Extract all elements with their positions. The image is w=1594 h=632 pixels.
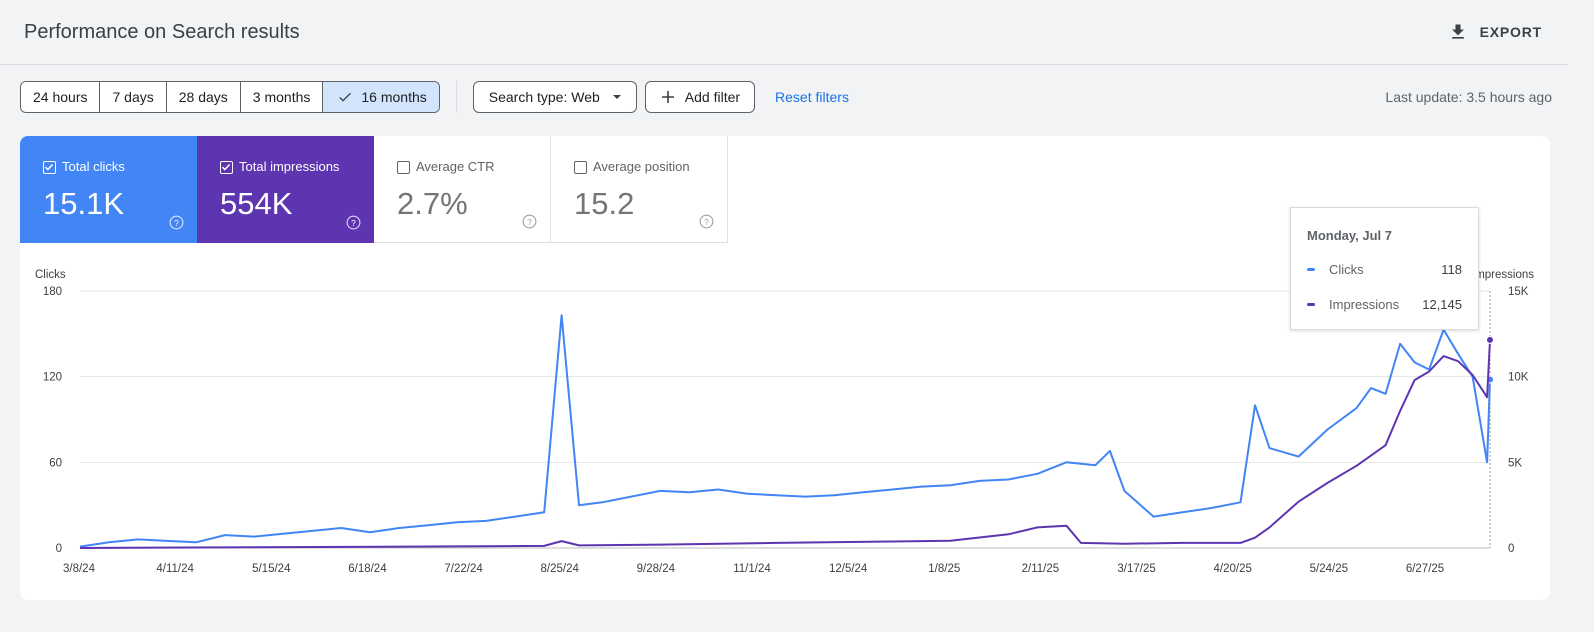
download-icon <box>1451 24 1464 39</box>
y-axis-label-right: Impressions <box>1472 269 1534 281</box>
range-16-months[interactable]: 16 months <box>323 82 439 112</box>
checkbox-checked-icon[interactable] <box>220 161 233 174</box>
check-icon <box>339 92 352 102</box>
chevron-down-icon <box>612 95 621 99</box>
series-point-impressions <box>1486 335 1494 344</box>
x-tick-label: 9/28/24 <box>637 563 676 575</box>
range-label: 24 hours <box>33 89 88 105</box>
series-swatch <box>1307 268 1315 271</box>
checkbox-unchecked-icon[interactable] <box>397 161 410 174</box>
add-filter-button[interactable]: Add filter <box>644 81 756 113</box>
metric-average-ctr[interactable]: Average CTR 2.7% ? <box>374 136 551 243</box>
range-3-months[interactable]: 3 months <box>240 82 324 112</box>
y-tick-right: 5K <box>1508 457 1522 469</box>
y-tick-left: 180 <box>43 286 62 298</box>
metric-value: 554K <box>220 186 293 221</box>
x-tick-label: 1/8/25 <box>928 563 960 575</box>
range-label: 28 days <box>178 89 228 105</box>
tooltip-value: 12,145 <box>1422 297 1462 312</box>
range-7-days[interactable]: 7 days <box>100 82 167 112</box>
metric-total-clicks[interactable]: Total clicks 15.1K ? <box>20 136 197 243</box>
help-icon[interactable]: ? <box>346 215 361 230</box>
metric-value: 2.7% <box>397 186 468 221</box>
search-type-dropdown[interactable]: Search type: Web <box>472 81 637 113</box>
svg-text:?: ? <box>704 217 709 227</box>
metric-value: 15.1K <box>43 186 125 221</box>
help-icon[interactable]: ? <box>169 215 184 230</box>
x-tick-label: 6/18/24 <box>348 563 387 575</box>
export-button[interactable]: EXPORT <box>1448 22 1542 42</box>
x-tick-label: 7/22/24 <box>444 563 483 575</box>
x-tick-label: 4/20/25 <box>1214 563 1252 575</box>
metric-value: 15.2 <box>574 186 635 221</box>
svg-text:?: ? <box>527 217 532 227</box>
tooltip-label: Impressions <box>1329 297 1400 312</box>
range-28-days[interactable]: 28 days <box>166 82 241 112</box>
y-tick-left: 120 <box>43 372 62 384</box>
x-tick-label: 5/15/24 <box>252 563 291 575</box>
chart-tooltip: Monday, Jul 7 Clicks 118 Impressions 12,… <box>1290 207 1479 330</box>
help-icon[interactable]: ? <box>699 214 714 229</box>
tooltip-date: Monday, Jul 7 <box>1307 228 1392 243</box>
checkbox-unchecked-icon[interactable] <box>574 161 587 174</box>
x-tick-label: 3/8/24 <box>63 563 96 575</box>
help-icon[interactable]: ? <box>522 214 537 229</box>
x-tick-label: 8/25/24 <box>541 563 580 575</box>
metric-label: Average CTR <box>416 159 495 174</box>
x-tick-label: 12/5/24 <box>829 563 868 575</box>
metric-average-position[interactable]: Average position 15.2 ? <box>551 136 728 243</box>
range-24-hours[interactable]: 24 hours <box>21 82 101 112</box>
svg-text:?: ? <box>174 218 179 228</box>
tooltip-value: 118 <box>1441 262 1462 277</box>
metric-total-impressions[interactable]: Total impressions 554K ? <box>197 136 374 243</box>
x-tick-label: 11/1/24 <box>733 563 771 575</box>
filter-toolbar: 24 hours 7 days 28 days 3 months 16 mont… <box>20 81 1552 113</box>
svg-text:?: ? <box>351 218 356 228</box>
series-line-clicks <box>79 314 1491 548</box>
series-line-impressions <box>79 339 1491 549</box>
add-filter-label: Add filter <box>684 89 741 105</box>
y-tick-right: 0 <box>1508 543 1514 555</box>
last-update-text: Last update: 3.5 hours ago <box>1385 89 1552 105</box>
y-tick-left: 0 <box>56 543 62 555</box>
tooltip-row-clicks: Clicks 118 <box>1307 262 1462 277</box>
metric-label: Average position <box>593 159 690 174</box>
tooltip-row-impressions: Impressions 12,145 <box>1307 297 1462 312</box>
range-label: 7 days <box>112 89 154 105</box>
page-title: Performance on Search results <box>24 21 300 43</box>
date-range-selector: 24 hours 7 days 28 days 3 months 16 mont… <box>20 81 440 113</box>
export-label: EXPORT <box>1479 24 1542 40</box>
range-label: 16 months <box>361 89 427 105</box>
metric-label: Total impressions <box>239 159 340 174</box>
performance-card: 0 0 60 5K 120 10K 180 15K Clicks Impressions 3/8/2… <box>20 136 1550 600</box>
x-tick-label: 4/11/24 <box>156 563 194 575</box>
performance-chart: 0 0 60 5K 120 10K 180 15K Clicks Impressions 3/8/2… <box>35 269 1534 575</box>
tooltip-label: Clicks <box>1329 262 1364 277</box>
metric-label: Total clicks <box>62 159 125 174</box>
x-tick-label: 2/11/25 <box>1022 563 1060 575</box>
y-tick-right: 10K <box>1508 372 1529 384</box>
x-tick-label: 5/24/25 <box>1310 563 1348 575</box>
y-axis-label-left: Clicks <box>35 269 66 281</box>
page-header: Performance on Search results EXPORT <box>0 0 1568 65</box>
checkbox-checked-icon[interactable] <box>43 161 56 174</box>
series-swatch <box>1307 303 1315 306</box>
plus-icon <box>661 91 674 103</box>
y-tick-right: 15K <box>1508 286 1529 298</box>
x-tick-label: 3/17/25 <box>1117 563 1155 575</box>
y-tick-left: 60 <box>49 457 62 469</box>
x-tick-label: 6/27/25 <box>1406 563 1444 575</box>
metric-tiles: Total clicks 15.1K ? Total impressions 5… <box>20 136 728 243</box>
reset-filters-link[interactable]: Reset filters <box>775 89 849 105</box>
toolbar-divider <box>455 81 457 113</box>
range-label: 3 months <box>252 89 311 105</box>
search-type-label: Search type: Web <box>488 89 600 105</box>
